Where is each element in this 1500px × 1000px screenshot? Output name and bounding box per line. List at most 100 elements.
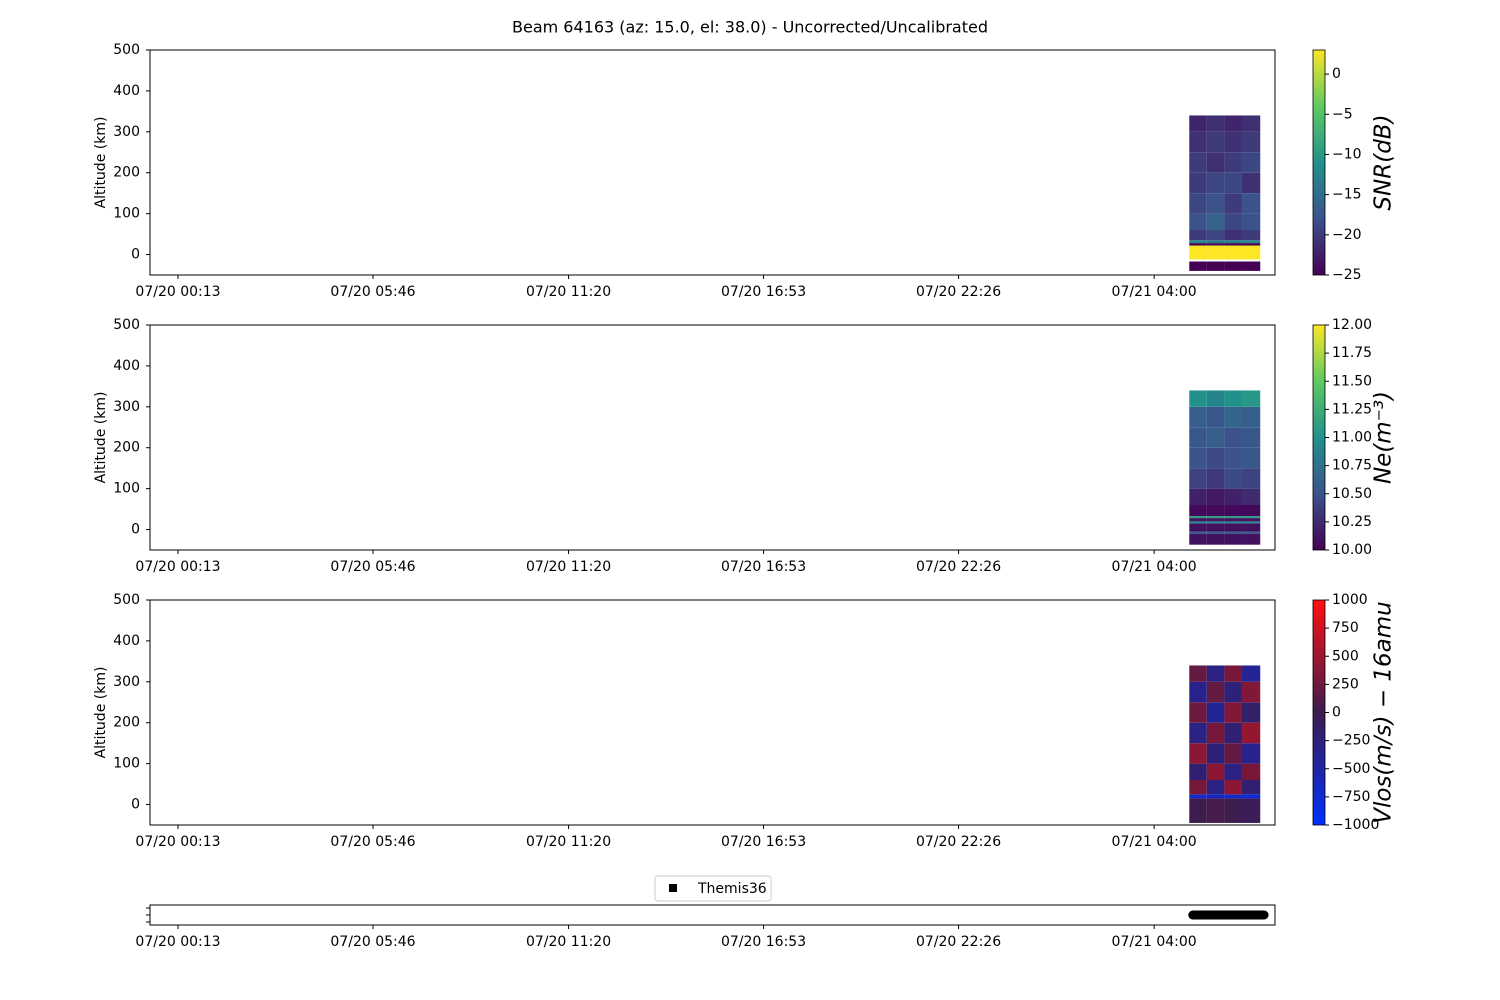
y-tick-label: 500 xyxy=(113,317,140,333)
heatmap-cell xyxy=(1224,521,1242,524)
x-tick-label: 07/20 05:46 xyxy=(330,834,415,850)
heatmap-cell xyxy=(1241,230,1261,241)
y-tick-label: 400 xyxy=(113,358,140,374)
colorbar-tick-label: 250 xyxy=(1332,676,1359,692)
heatmap-cell xyxy=(1224,722,1242,744)
x-tick-label: 07/20 16:53 xyxy=(721,934,806,950)
heatmap-cell xyxy=(1206,743,1225,764)
x-tick-label: 07/20 11:20 xyxy=(526,834,611,850)
heatmap-cell xyxy=(1224,447,1242,469)
heatmap-cell xyxy=(1189,521,1207,524)
colorbar-tick-label: −20 xyxy=(1332,227,1362,243)
heatmap-cell xyxy=(1224,794,1242,799)
heatmap-cell xyxy=(1189,505,1207,517)
heatmap-cell xyxy=(1189,533,1207,545)
y-axis-label: Altitude (km) xyxy=(93,667,109,759)
heatmap-cell xyxy=(1189,516,1207,519)
heatmap-cell xyxy=(1241,152,1261,173)
x-tick-label: 07/20 11:20 xyxy=(526,284,611,300)
y-tick-label: 300 xyxy=(113,124,140,140)
heatmap-cell xyxy=(1206,794,1225,799)
colorbar-tick-label: 10.50 xyxy=(1332,486,1372,502)
colorbar-tick-label: −500 xyxy=(1332,761,1370,777)
heatmap-cell xyxy=(1189,230,1207,241)
y-tick-label: 0 xyxy=(131,247,140,263)
x-tick-label: 07/20 00:13 xyxy=(135,284,220,300)
heatmap-cell xyxy=(1206,518,1225,522)
heatmap-cell xyxy=(1241,533,1261,545)
x-tick-label: 07/20 11:20 xyxy=(526,934,611,950)
heatmap-cell xyxy=(1224,743,1242,764)
colorbar-tick-label: 10.25 xyxy=(1332,514,1372,530)
x-tick-label: 07/20 00:13 xyxy=(135,559,220,575)
heatmap-cell xyxy=(1206,681,1225,703)
y-tick-label: 500 xyxy=(113,42,140,58)
heatmap-cell xyxy=(1224,131,1242,153)
heatmap-cell xyxy=(1206,131,1225,153)
heatmap-cell xyxy=(1241,488,1261,505)
heatmap-cell xyxy=(1224,516,1242,519)
heatmap-cell xyxy=(1241,243,1261,246)
heatmap-cell xyxy=(1224,193,1242,214)
heatmap-cell xyxy=(1189,152,1207,173)
x-tick-label: 07/21 04:00 xyxy=(1112,559,1197,575)
heatmap-cell xyxy=(1206,245,1225,260)
colorbar-tick-label: 10.00 xyxy=(1332,542,1372,558)
y-tick-label: 100 xyxy=(113,756,140,772)
plot-frame xyxy=(149,49,1276,276)
heatmap-cell xyxy=(1241,794,1261,799)
colorbar xyxy=(1312,599,1326,826)
heatmap-cell xyxy=(1189,665,1207,682)
heatmap-cell xyxy=(1206,722,1225,744)
heatmap-cell xyxy=(1206,533,1225,545)
heatmap-cell xyxy=(1189,390,1207,407)
y-tick-label: 500 xyxy=(113,592,140,608)
colorbar-tick-label: −1000 xyxy=(1332,817,1379,833)
heatmap-cell xyxy=(1241,172,1261,194)
colorbar-tick-label: −25 xyxy=(1332,267,1362,283)
heatmap-cell xyxy=(1189,488,1207,505)
heatmap-cell xyxy=(1206,505,1225,517)
heatmap-cell xyxy=(1241,427,1261,448)
y-axis-label: Altitude (km) xyxy=(93,117,109,209)
heatmap-cell xyxy=(1241,406,1261,428)
heatmap-cell xyxy=(1206,390,1225,407)
heatmap-cell xyxy=(1241,780,1261,795)
heatmap-cell xyxy=(1189,798,1207,823)
y-tick-label: 200 xyxy=(113,715,140,731)
legend-label: Themis36 xyxy=(697,881,767,897)
x-tick-label: 07/20 16:53 xyxy=(721,559,806,575)
colorbar-tick-label: 11.00 xyxy=(1332,430,1372,446)
heatmap-cell xyxy=(1206,665,1225,682)
y-tick-label: 200 xyxy=(113,165,140,181)
heatmap-cell xyxy=(1224,763,1242,780)
colorbar-tick-label: −250 xyxy=(1332,733,1370,749)
heatmap-cell xyxy=(1206,193,1225,214)
heatmap-cell xyxy=(1206,230,1225,241)
heatmap-cell xyxy=(1224,665,1242,682)
heatmap-cell xyxy=(1206,763,1225,780)
heatmap-cell xyxy=(1224,230,1242,241)
heatmap-cell xyxy=(1241,523,1261,532)
colorbar-tick-label: 0 xyxy=(1332,705,1341,721)
heatmap-cell xyxy=(1224,261,1242,271)
heatmap-cell xyxy=(1206,523,1225,532)
heatmap-cell xyxy=(1224,152,1242,173)
heatmap-cell xyxy=(1224,533,1242,545)
colorbar-tick-label: 11.75 xyxy=(1332,345,1372,361)
heatmap-cell xyxy=(1206,240,1225,244)
y-tick-label: 100 xyxy=(113,206,140,222)
x-tick-label: 07/20 16:53 xyxy=(721,834,806,850)
heatmap-cell xyxy=(1206,780,1225,795)
heatmap-cell xyxy=(1189,468,1207,489)
heatmap-cell xyxy=(1224,213,1242,230)
x-tick-label: 07/20 05:46 xyxy=(330,934,415,950)
heatmap-cell xyxy=(1224,243,1242,246)
x-tick-label: 07/20 05:46 xyxy=(330,284,415,300)
colorbar-tick-label: 12.00 xyxy=(1332,317,1372,333)
heatmap-cell xyxy=(1241,702,1261,723)
colorbar-tick-label: 11.50 xyxy=(1332,373,1372,389)
heatmap-cell xyxy=(1224,798,1242,823)
colorbar-tick-label: 500 xyxy=(1332,648,1359,664)
